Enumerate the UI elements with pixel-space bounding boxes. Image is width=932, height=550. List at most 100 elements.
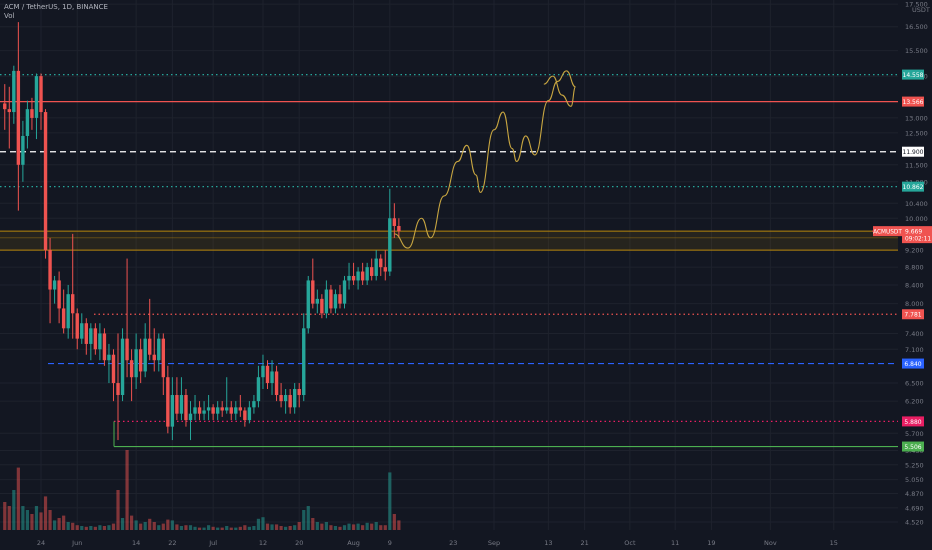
- symbol-title[interactable]: ACM / TetherUS, 1D, BINANCE: [4, 3, 108, 11]
- time-tick-label: 23: [449, 539, 457, 547]
- candle-body: [360, 271, 365, 281]
- volume-bar: [356, 523, 360, 530]
- volume-bar: [243, 525, 247, 530]
- candle: [238, 395, 243, 417]
- grid: [0, 0, 898, 530]
- level-price-label: 7.781: [904, 312, 921, 319]
- volume-bar: [84, 526, 88, 530]
- candle-body: [16, 70, 21, 165]
- candle-body: [202, 410, 206, 414]
- candle-body: [292, 388, 297, 408]
- volume-bar: [306, 506, 310, 530]
- volume-bar: [7, 506, 11, 530]
- candle-body: [75, 313, 79, 339]
- volume-bar: [297, 522, 301, 530]
- candle: [16, 22, 21, 211]
- price-tick-label: 13.000: [905, 114, 928, 122]
- price-tick-label: 7.400: [905, 330, 924, 338]
- candle-body: [302, 328, 306, 396]
- level-price-tag: [902, 358, 924, 369]
- last-price-countdown: 09:02:11: [905, 237, 931, 243]
- candle: [392, 203, 397, 238]
- time-tick-label: 19: [707, 539, 715, 547]
- candle-body: [270, 371, 274, 384]
- level-price-tag: [902, 309, 924, 320]
- time-tick-label: 22: [168, 539, 176, 547]
- volume-bar: [397, 520, 401, 530]
- volume-bar: [166, 519, 170, 530]
- currency-label: USDT: [912, 6, 930, 14]
- candle: [125, 258, 129, 378]
- candle-body: [347, 275, 351, 281]
- candle-body: [107, 354, 111, 361]
- volume-bar: [238, 526, 242, 530]
- volume-bar: [157, 525, 161, 530]
- volume-bar: [34, 506, 39, 530]
- candle: [61, 289, 66, 334]
- volume-bar: [324, 522, 328, 530]
- candle-body: [175, 395, 179, 414]
- candle: [265, 360, 270, 389]
- candle: [283, 388, 288, 414]
- price-tick-label: 10.400: [905, 200, 928, 208]
- volume-bar: [80, 526, 84, 530]
- candle: [270, 360, 274, 396]
- candle-body: [306, 280, 310, 329]
- candle-body: [324, 289, 329, 314]
- candle-body: [66, 294, 70, 329]
- candle: [161, 333, 166, 396]
- candle: [211, 404, 215, 421]
- horizontal-levels: [0, 73, 898, 448]
- candle-body: [143, 338, 147, 372]
- time-tick-label: 15: [830, 539, 838, 547]
- volume-bar: [234, 527, 238, 530]
- candle: [152, 328, 156, 372]
- price-tick-label: 16.500: [905, 23, 928, 31]
- candle-body: [369, 267, 374, 276]
- candle-body: [138, 349, 143, 372]
- candle: [279, 383, 283, 408]
- volume-bar: [392, 514, 396, 530]
- volume-bar: [288, 526, 292, 530]
- level-price-label: 6.840: [904, 361, 921, 368]
- volume-bar: [329, 525, 333, 530]
- candle: [148, 298, 152, 361]
- candle: [107, 343, 111, 384]
- price-tick-label: 10.000: [905, 215, 928, 223]
- candle: [134, 333, 138, 389]
- candle-body: [166, 377, 170, 427]
- volume-bar: [116, 490, 120, 530]
- candle: [25, 100, 30, 149]
- last-price-tag: [902, 226, 932, 244]
- candle-body: [93, 328, 98, 350]
- candle: [302, 313, 306, 402]
- candle-body: [152, 354, 156, 361]
- volume-bar: [284, 526, 288, 530]
- volume-bar: [39, 512, 43, 530]
- projection-drawing: [394, 70, 577, 249]
- volume-bar: [98, 525, 102, 530]
- time-tick-label: Oct: [624, 539, 636, 547]
- candle-body: [220, 407, 224, 411]
- zone-band: [0, 231, 898, 251]
- volume-bar: [333, 526, 338, 530]
- volume-series: [3, 450, 401, 530]
- volume-bar: [338, 526, 342, 530]
- candle: [75, 308, 79, 350]
- candle-body: [30, 109, 34, 118]
- candle-body: [170, 395, 175, 427]
- volume-bar: [320, 523, 324, 530]
- volume-bar: [62, 515, 66, 530]
- volume-bar: [43, 496, 48, 530]
- time-tick-label: 24: [37, 539, 45, 547]
- candle: [342, 275, 347, 309]
- candle: [379, 254, 383, 276]
- time-tick-label: 9: [388, 539, 392, 547]
- candle-body: [43, 112, 48, 251]
- level-price-tag: [902, 181, 924, 192]
- candle-body: [283, 395, 288, 402]
- symbol-tag: [873, 226, 902, 237]
- time-tick-label: 13: [544, 539, 552, 547]
- candle: [3, 84, 7, 130]
